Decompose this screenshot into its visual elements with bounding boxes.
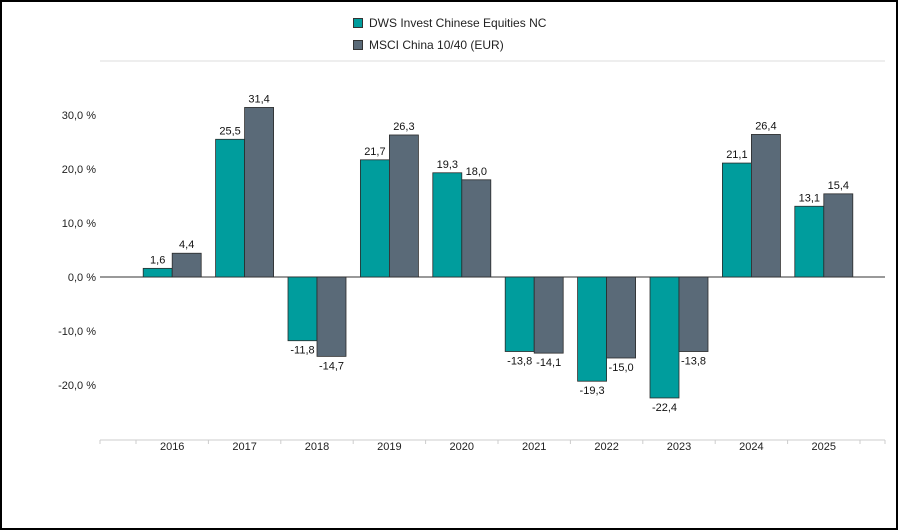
bar-series-1	[504, 276, 535, 352]
bar-series-2	[823, 193, 854, 278]
data-label-series-1: 1,6	[150, 254, 165, 266]
x-tick-label: 2024	[739, 441, 763, 453]
data-label-series-1: -11,8	[290, 345, 314, 357]
bar-series-1	[722, 162, 752, 278]
y-tick-label: 10,0 %	[62, 218, 96, 230]
y-tick-label: -10,0 %	[58, 326, 96, 338]
y-tick-label: 20,0 %	[62, 164, 96, 176]
legend-swatch-series-1	[353, 18, 363, 28]
data-label-series-2: 18,0	[466, 166, 487, 178]
data-label-series-1: 19,3	[437, 159, 458, 171]
data-label-series-1: -22,4	[652, 402, 677, 414]
bar-series-1	[649, 276, 680, 399]
bar-series-2	[461, 179, 492, 278]
bar-series-1	[794, 205, 825, 278]
x-tick-label: 2019	[377, 441, 401, 453]
data-label-series-1: 21,1	[726, 149, 747, 161]
legend-label-series-1: DWS Invest Chinese Equities NC	[369, 16, 547, 30]
x-tick-label: 2020	[450, 441, 474, 453]
legend-label-series-2: MSCI China 10/40 (EUR)	[369, 38, 504, 52]
data-label-series-2: -14,1	[536, 357, 561, 369]
data-label-series-1: 13,1	[799, 192, 820, 204]
data-label-series-2: 15,4	[828, 180, 849, 192]
bar-series-2	[244, 107, 275, 278]
legend-item-series-2: MSCI China 10/40 (EUR)	[353, 34, 546, 56]
bar-series-1	[142, 267, 173, 278]
data-label-series-2: -15,0	[609, 362, 634, 374]
data-label-series-2: 26,3	[393, 121, 414, 133]
data-label-series-2: 26,4	[755, 120, 776, 132]
bar-series-2	[388, 134, 419, 278]
bar-series-2	[606, 276, 636, 359]
x-tick-label: 2018	[305, 441, 329, 453]
bar-series-2	[533, 276, 564, 354]
bar-series-1	[215, 138, 246, 278]
bar-series-2	[678, 276, 709, 352]
y-tick-label: 30,0 %	[62, 110, 96, 122]
legend-item-series-1: DWS Invest Chinese Equities NC	[353, 12, 546, 34]
legend: DWS Invest Chinese Equities NC MSCI Chin…	[353, 12, 546, 56]
bar-series-1	[577, 276, 607, 382]
y-tick-label: 0,0 %	[68, 272, 96, 284]
x-tick-label: 2017	[232, 441, 256, 453]
bar-series-1	[359, 159, 390, 278]
bar-series-2	[316, 276, 347, 357]
data-label-series-2: 4,4	[179, 239, 194, 251]
y-tick-label: -20,0 %	[58, 380, 96, 392]
legend-swatch-series-2	[353, 40, 363, 50]
data-label-series-2: -14,7	[319, 360, 344, 372]
data-label-series-1: -19,3	[580, 385, 605, 397]
data-label-series-1: -13,8	[507, 356, 532, 368]
bar-series-2	[171, 252, 202, 278]
x-tick-label: 2023	[667, 441, 691, 453]
x-tick-label: 2016	[160, 441, 184, 453]
bar-series-1	[287, 276, 318, 342]
x-tick-label: 2022	[594, 441, 618, 453]
x-tick-label: 2021	[522, 441, 546, 453]
data-label-series-1: 25,5	[219, 125, 240, 137]
bar-series-2	[751, 134, 781, 278]
data-label-series-2: 31,4	[248, 93, 269, 105]
data-label-series-1: 21,7	[364, 146, 385, 158]
bar-series-1	[432, 172, 463, 278]
data-label-series-2: -13,8	[681, 356, 706, 368]
x-tick-label: 2025	[812, 441, 836, 453]
